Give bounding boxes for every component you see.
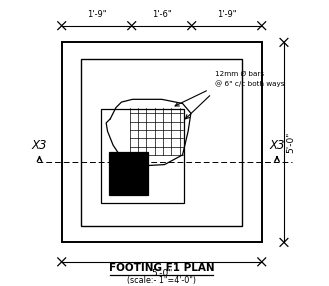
Text: X3: X3 (32, 139, 47, 152)
Bar (81, 59, 242, 226)
Text: X3: X3 (269, 139, 285, 152)
Text: 1'-9": 1'-9" (87, 10, 107, 19)
Text: 5'-0": 5'-0" (287, 132, 295, 153)
Text: FOOTING F1 PLAN: FOOTING F1 PLAN (109, 263, 215, 273)
Text: (scale:- 1"=4'-0"): (scale:- 1"=4'-0") (127, 276, 196, 285)
Text: 1'-9": 1'-9" (217, 10, 237, 19)
Text: 5'-0": 5'-0" (151, 269, 172, 278)
Bar (62, 42, 262, 243)
Bar (109, 152, 148, 195)
Text: 1'-6": 1'-6" (152, 10, 171, 19)
Bar (101, 109, 184, 204)
Text: 12mm Ø bars
@ 6" c/c both ways: 12mm Ø bars @ 6" c/c both ways (215, 71, 284, 87)
